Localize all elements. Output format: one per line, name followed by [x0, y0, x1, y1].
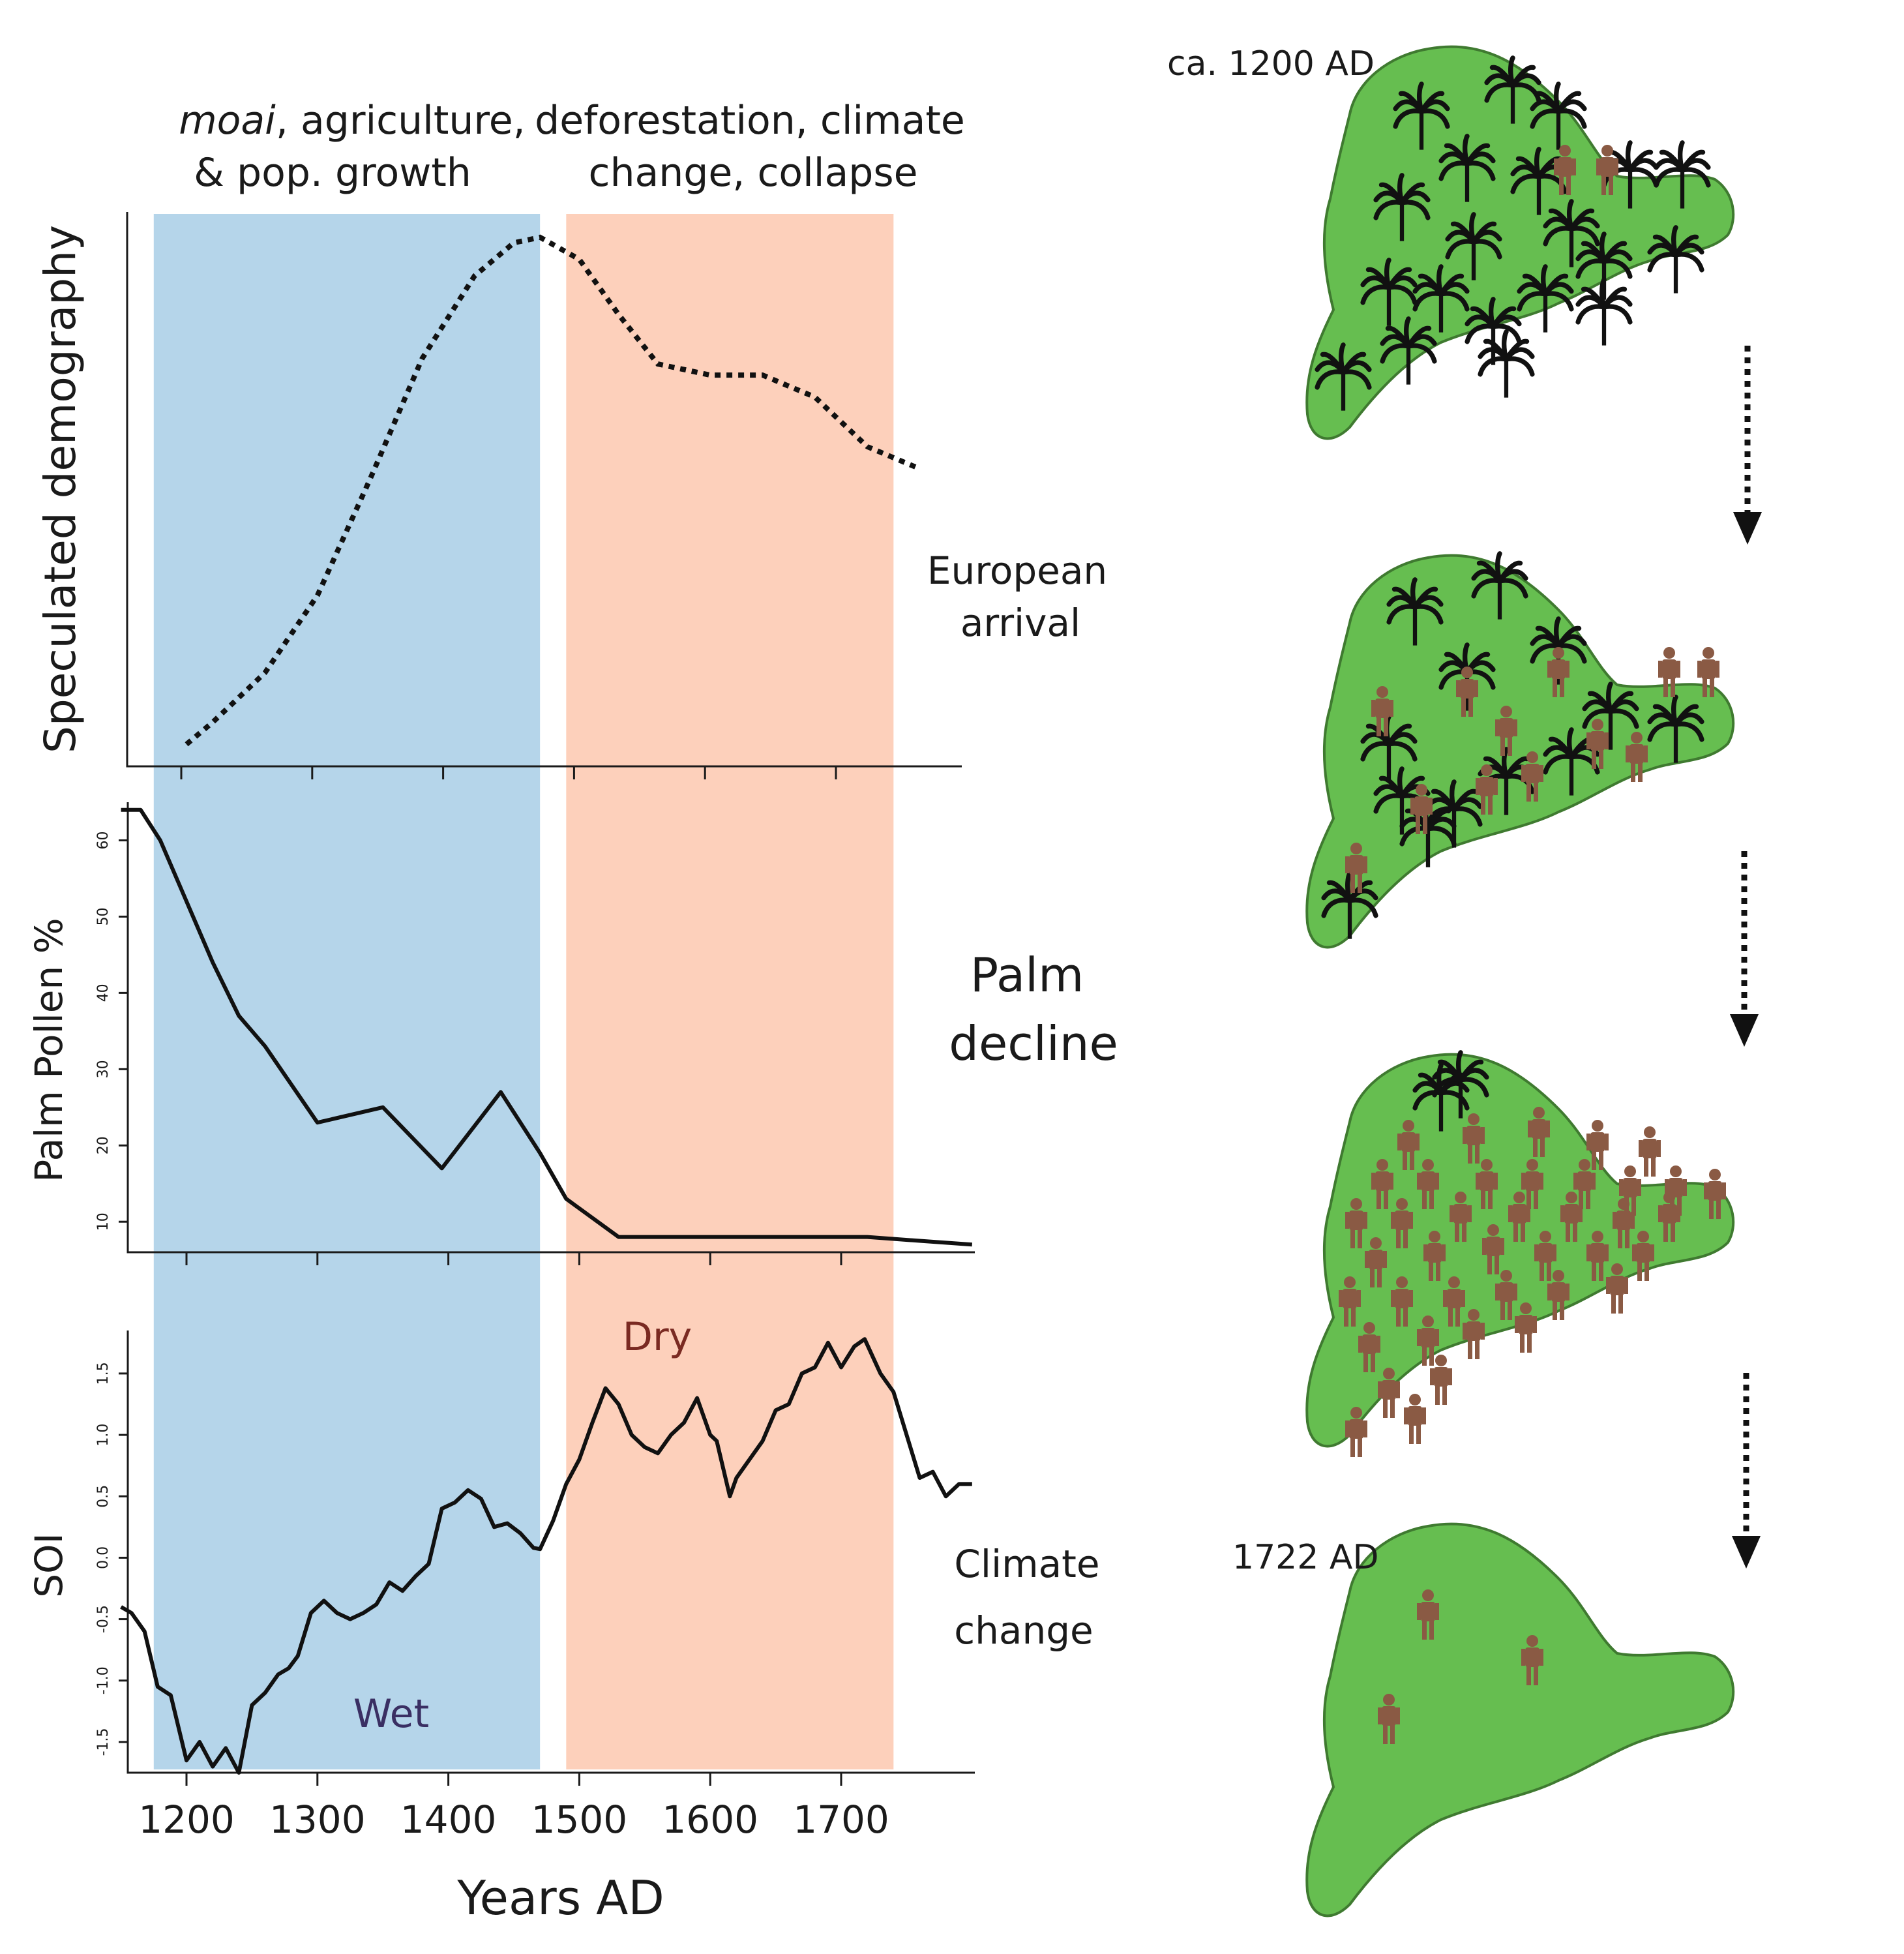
dry-period-band: [566, 214, 894, 1769]
x-tick-label: 1700: [793, 1797, 889, 1842]
x-axis-label: Years AD: [456, 1871, 664, 1925]
demography-y-label: Speculated demography: [35, 225, 85, 753]
soi-y-tick-label: -1.5: [95, 1728, 112, 1756]
soi-y-label: SOI: [27, 1533, 71, 1598]
palm-pollen-y-label: Palm Pollen %: [27, 918, 71, 1182]
soi-y-tick-label: -1.0: [95, 1666, 112, 1694]
soi-series-line: [120, 1337, 972, 1775]
palm-pollen-y-tick-label: 50: [95, 907, 112, 925]
dry-band-label: Dry: [623, 1314, 692, 1360]
dry-period-label-line2: change, collapse: [588, 150, 917, 196]
island-ca-1200: [1305, 45, 1735, 440]
dry-period-label-line1: deforestation, climate: [535, 98, 965, 143]
soi-y-tick-label: 0.5: [95, 1485, 112, 1508]
island-4-label: 1722 AD: [1232, 1538, 1378, 1577]
palm-pollen-y-tick-label: 30: [95, 1060, 112, 1078]
wet-period-label-line2: & pop. growth: [194, 150, 471, 196]
palm-pollen-series-line: [121, 807, 973, 1247]
palm-tree-icon: [1650, 228, 1702, 293]
island-1722: [1305, 1522, 1735, 1917]
palm-pollen-y-tick-label: 10: [95, 1212, 112, 1231]
palm-pollen-y-tick-label: 20: [95, 1136, 112, 1154]
x-tick-label: 1400: [400, 1797, 497, 1842]
wet-period-band: [153, 214, 541, 1769]
soi-y-tick-label: 0.0: [95, 1546, 112, 1569]
soi-y-tick-label: -0.5: [95, 1605, 112, 1633]
palm-pollen-axes: [126, 802, 975, 1254]
palm-pollen-y-tick-label: 60: [95, 831, 112, 849]
wet-band-label: Wet: [353, 1691, 429, 1737]
palm-pollen-y-tick-label: 40: [95, 984, 112, 1002]
climate-change-label-line1: Climate: [954, 1542, 1099, 1586]
soi-axes: [126, 1330, 975, 1774]
island-stage-2: [1305, 554, 1735, 949]
european-arrival-line2: arrival: [960, 601, 1080, 645]
palm-decline-label-line1: Palm: [970, 948, 1084, 1002]
arrow-2: [1730, 851, 1759, 1047]
demography-series-line: [185, 234, 921, 747]
island-1-label: ca. 1200 AD: [1167, 44, 1375, 83]
european-arrival-line1: European: [927, 549, 1107, 593]
island-stage-3: [1305, 1053, 1735, 1457]
palm-pollen-panel: 10 20 30 40 50 60 Palm Pollen % Palm decline: [27, 802, 1118, 1265]
demography-y-axis: [126, 212, 962, 768]
arrow-1: [1733, 346, 1762, 545]
climate-change-label-line2: change: [954, 1608, 1093, 1653]
demography-panel: Speculated demography European arrival: [35, 212, 1107, 779]
x-tick-label: 1300: [269, 1797, 366, 1842]
palm-tree-icon: [1519, 267, 1571, 333]
palm-decline-label-line2: decline: [949, 1016, 1118, 1071]
wet-period-label-line1: moai, agriculture,: [179, 98, 526, 143]
arrow-3: [1732, 1373, 1761, 1569]
soi-y-tick-label: 1.0: [95, 1424, 112, 1447]
x-tick-label: 1500: [531, 1797, 628, 1842]
person-icon: [1639, 1126, 1661, 1177]
person-icon: [1404, 1394, 1426, 1444]
palm-tree-icon: [1578, 280, 1630, 346]
x-tick-label: 1200: [138, 1797, 235, 1842]
soi-panel: -1.5 -1.0 -0.5 0.0 0.5 1.0 1.5 1200 1300 1400 150…: [27, 1314, 1100, 1842]
x-tick-label: 1600: [662, 1797, 758, 1842]
palm-tree-icon: [1480, 332, 1532, 398]
soi-y-tick-label: 1.5: [95, 1362, 112, 1385]
